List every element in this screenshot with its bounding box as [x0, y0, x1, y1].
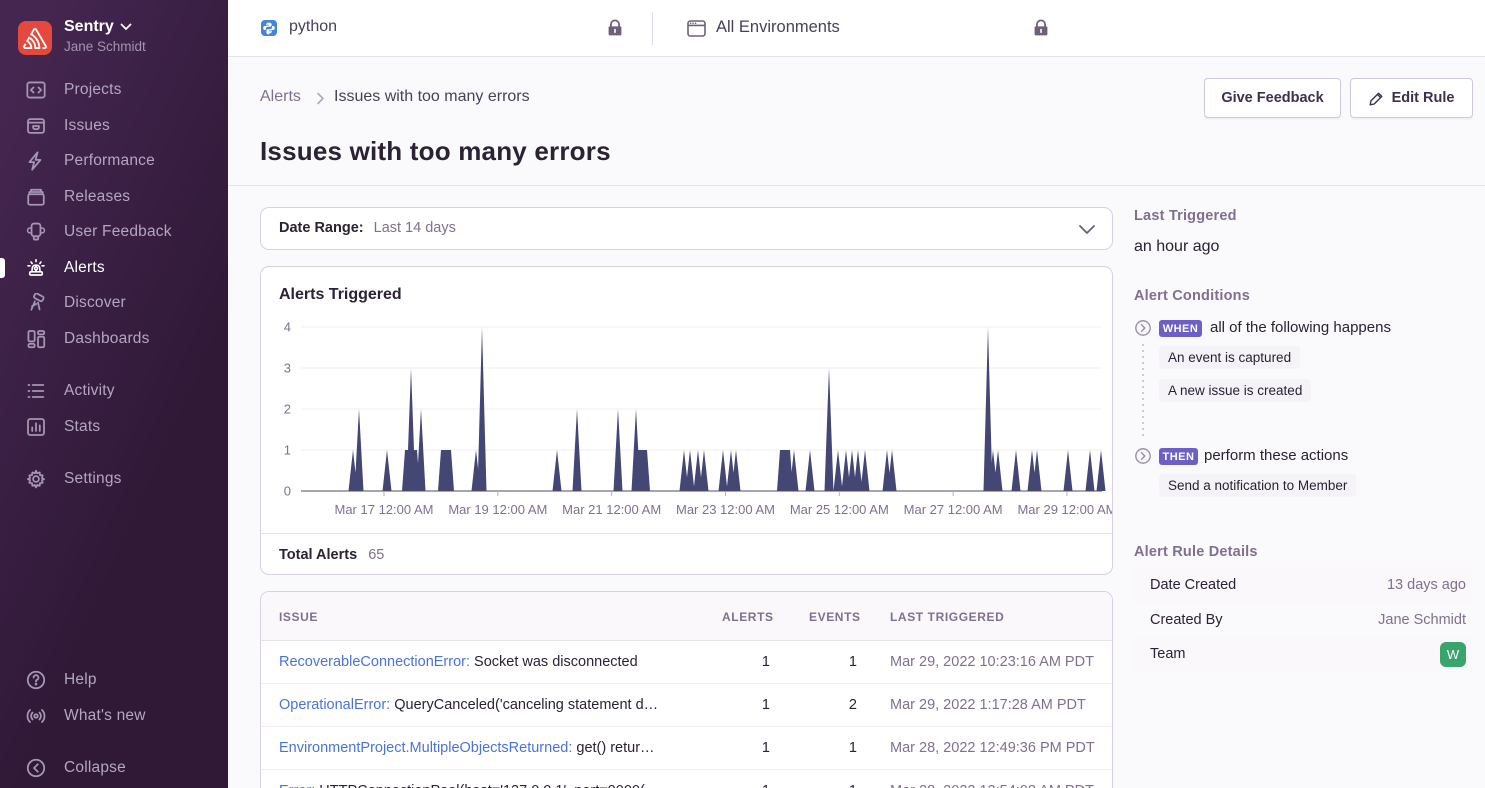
svg-text:Mar 17 12:00 AM: Mar 17 12:00 AM	[335, 502, 434, 517]
svg-text:Mar 29 12:00 AM: Mar 29 12:00 AM	[1017, 502, 1113, 517]
svg-text:Mar 25 12:00 AM: Mar 25 12:00 AM	[790, 502, 889, 517]
svg-text:1: 1	[284, 443, 291, 458]
svg-text:0: 0	[284, 484, 291, 499]
svg-text:Mar 23 12:00 AM: Mar 23 12:00 AM	[676, 502, 775, 517]
svg-text:3: 3	[284, 361, 291, 376]
svg-text:Mar 19 12:00 AM: Mar 19 12:00 AM	[448, 502, 547, 517]
svg-text:2: 2	[284, 402, 291, 417]
svg-text:4: 4	[284, 320, 291, 335]
svg-text:Mar 21 12:00 AM: Mar 21 12:00 AM	[562, 502, 661, 517]
svg-text:Mar 27 12:00 AM: Mar 27 12:00 AM	[904, 502, 1003, 517]
